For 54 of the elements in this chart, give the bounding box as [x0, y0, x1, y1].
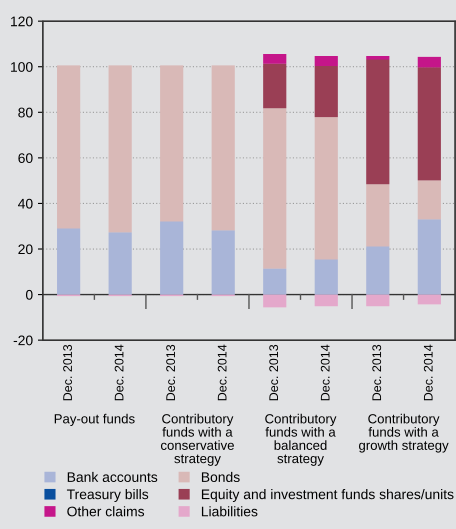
bar	[263, 64, 286, 108]
bar	[418, 294, 441, 304]
legend-label: Bank accounts	[68, 472, 158, 482]
bar	[314, 56, 338, 66]
bar	[263, 54, 286, 64]
bar	[160, 221, 184, 295]
y-tick-label: 120	[11, 16, 33, 26]
x-tick-label: Dec. 2013	[166, 344, 176, 400]
bar	[263, 108, 286, 269]
y-tick-label: 80	[18, 108, 33, 118]
bar	[314, 259, 338, 295]
legend-label: Treasury bills	[66, 489, 148, 502]
bar	[366, 294, 390, 306]
bar	[314, 66, 338, 118]
bar	[418, 56, 441, 68]
legend-label: Equity and investment funds shares/units	[202, 489, 454, 502]
x-tick-label: Dec. 2014	[320, 344, 330, 400]
legend-label: Other claims	[67, 506, 144, 516]
legend-label: Bonds	[202, 472, 240, 482]
y-tick-label: 60	[18, 153, 33, 164]
bar	[212, 65, 235, 230]
text: Pay-out funds	[54, 414, 135, 426]
bar	[418, 67, 441, 180]
x-tick-label: Dec. 2014	[424, 344, 433, 400]
x-tick-label: Dec. 2014	[218, 344, 227, 400]
bar	[314, 117, 338, 260]
bar	[314, 294, 338, 306]
x-tick-label: Dec. 2013	[63, 344, 72, 400]
y-tick-label: 20	[18, 244, 33, 254]
x-tick-label: Dec. 2013	[269, 344, 278, 400]
y-tick-label: 0	[26, 290, 33, 300]
legend-label: Liabilities	[202, 506, 258, 516]
bar	[263, 294, 286, 308]
bar	[418, 219, 441, 295]
bar	[366, 59, 390, 184]
bar	[366, 56, 390, 60]
bar	[212, 230, 235, 295]
text: Contributory funds with a growth strategy	[359, 414, 449, 453]
bar	[160, 65, 184, 222]
text: Contributory funds with a conservative strategy	[160, 414, 234, 466]
y-tick-label: 100	[11, 62, 33, 72]
x-tick-label: Dec. 2014	[114, 344, 124, 400]
bar	[366, 246, 390, 295]
y-tick-label: 40	[18, 198, 33, 209]
bar	[108, 232, 132, 295]
bar	[57, 228, 80, 295]
bar	[108, 65, 132, 232]
bar	[57, 65, 80, 228]
bar	[418, 180, 441, 220]
x-tick-label: Dec. 2013	[372, 344, 382, 400]
text: Contributory funds with a balanced strategy	[265, 414, 336, 466]
y-tick-label: -20	[14, 335, 33, 346]
bar	[263, 268, 286, 295]
bar	[366, 184, 390, 246]
